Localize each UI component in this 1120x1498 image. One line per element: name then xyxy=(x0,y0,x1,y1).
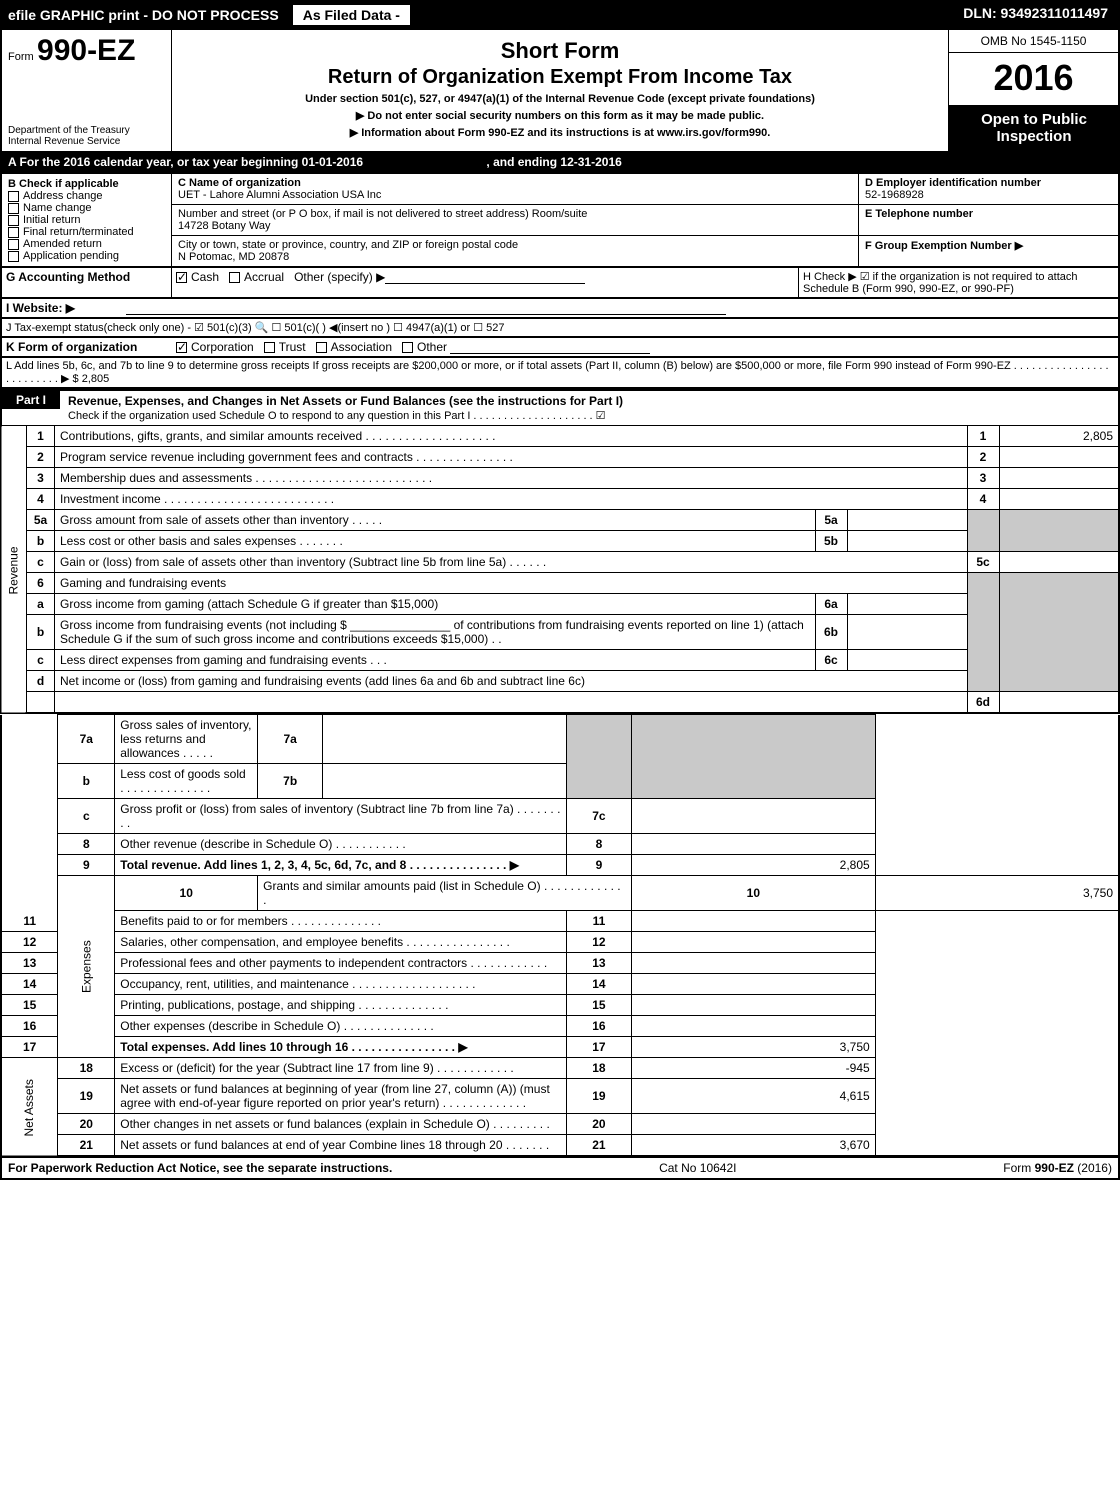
city-label: City or town, state or province, country… xyxy=(178,239,852,251)
dept-line2: Internal Revenue Service xyxy=(8,136,165,147)
b-label: B Check if applicable xyxy=(8,178,165,190)
h-text: H Check ▶ ☑ if the organization is not r… xyxy=(798,268,1118,297)
ein: 52-1968928 xyxy=(865,189,1112,201)
i-label: I Website: ▶ xyxy=(6,301,75,315)
section-a: A For the 2016 calendar year, or tax yea… xyxy=(0,152,1120,174)
k-corp[interactable] xyxy=(176,342,187,353)
b-opt-0[interactable]: Address change xyxy=(8,190,165,202)
b-opt-1[interactable]: Name change xyxy=(8,202,165,214)
form-number: 990-EZ xyxy=(37,34,135,67)
form-header: Form 990-EZ Department of the Treasury I… xyxy=(0,28,1120,152)
part1-header: Part I Revenue, Expenses, and Changes in… xyxy=(0,389,1120,425)
footer: For Paperwork Reduction Act Notice, see … xyxy=(0,1157,1120,1180)
org-info-block: B Check if applicable Address change Nam… xyxy=(0,174,1120,268)
k-trust[interactable] xyxy=(264,342,275,353)
tax-year: 2016 xyxy=(949,53,1118,99)
j-row: J Tax-exempt status(check only one) - ☑ … xyxy=(0,319,1120,338)
dln: DLN: 93492311011497 xyxy=(953,2,1118,28)
asfiled-label: As Filed Data - xyxy=(293,5,410,25)
side-revenue: Revenue xyxy=(1,426,27,714)
k-assoc[interactable] xyxy=(316,342,327,353)
g-label: G Accounting Method xyxy=(6,270,130,284)
k-label: K Form of organization xyxy=(6,340,137,354)
accrual-checkbox[interactable] xyxy=(229,272,240,283)
part1-table: Revenue 1 Contributions, gifts, grants, … xyxy=(0,425,1120,714)
val-1: 2,805 xyxy=(999,426,1119,447)
j-text: J Tax-exempt status(check only one) - ☑ … xyxy=(2,319,1118,336)
b-opt-4[interactable]: Amended return xyxy=(8,238,165,250)
footer-left: For Paperwork Reduction Act Notice, see … xyxy=(8,1161,392,1175)
warning: ▶ Do not enter social security numbers o… xyxy=(182,109,938,122)
org-name: UET - Lahore Alumni Association USA Inc xyxy=(178,189,852,201)
f-label: F Group Exemption Number ▶ xyxy=(865,239,1112,252)
l-text: L Add lines 5b, 6c, and 7b to line 9 to … xyxy=(2,358,1118,387)
l-row: L Add lines 5b, 6c, and 7b to line 9 to … xyxy=(0,358,1120,389)
k-row: K Form of organization Corporation Trust… xyxy=(0,338,1120,358)
part1-label: Part I xyxy=(2,391,60,409)
efile-topbar: efile GRAPHIC print - DO NOT PROCESS As … xyxy=(0,0,1120,28)
part1-table-cont: 7aGross sales of inventory, less returns… xyxy=(0,714,1120,1157)
footer-right: Form 990-EZ (2016) xyxy=(1003,1161,1112,1175)
info-link[interactable]: ▶ Information about Form 990-EZ and its … xyxy=(182,126,938,139)
section-a-text: A For the 2016 calendar year, or tax yea… xyxy=(8,155,363,169)
b-opt-3[interactable]: Final return/terminated xyxy=(8,226,165,238)
part1-title: Revenue, Expenses, and Changes in Net As… xyxy=(68,394,623,408)
d-label: D Employer identification number xyxy=(865,177,1112,189)
street: 14728 Botany Way xyxy=(178,220,852,232)
side-expenses: Expenses xyxy=(58,876,115,1058)
b-opt-2[interactable]: Initial return xyxy=(8,214,165,226)
omb-number: OMB No 1545-1150 xyxy=(949,30,1118,53)
b-opt-5[interactable]: Application pending xyxy=(8,250,165,262)
form-prefix: Form xyxy=(8,51,34,63)
subtitle: Under section 501(c), 527, or 4947(a)(1)… xyxy=(182,93,938,105)
side-netassets: Net Assets xyxy=(1,1058,58,1157)
efile-text: efile GRAPHIC print - DO NOT PROCESS xyxy=(8,7,279,23)
street-label: Number and street (or P O box, if mail i… xyxy=(178,208,852,220)
short-form-title: Short Form xyxy=(182,38,938,64)
i-row: I Website: ▶ xyxy=(0,299,1120,319)
cash-checkbox[interactable] xyxy=(176,272,187,283)
footer-mid: Cat No 10642I xyxy=(659,1161,736,1175)
k-other[interactable] xyxy=(402,342,413,353)
g-h-row: G Accounting Method Cash Accrual Other (… xyxy=(0,268,1120,299)
c-label: C Name of organization xyxy=(178,177,852,189)
open-public: Open to Public Inspection xyxy=(949,105,1119,151)
section-a-ending: , and ending 12-31-2016 xyxy=(486,155,621,169)
part1-check: Check if the organization used Schedule … xyxy=(68,410,606,422)
city: N Potomac, MD 20878 xyxy=(178,251,852,263)
dept-line1: Department of the Treasury xyxy=(8,125,165,136)
e-label: E Telephone number xyxy=(865,208,1112,220)
main-title: Return of Organization Exempt From Incom… xyxy=(182,66,938,89)
